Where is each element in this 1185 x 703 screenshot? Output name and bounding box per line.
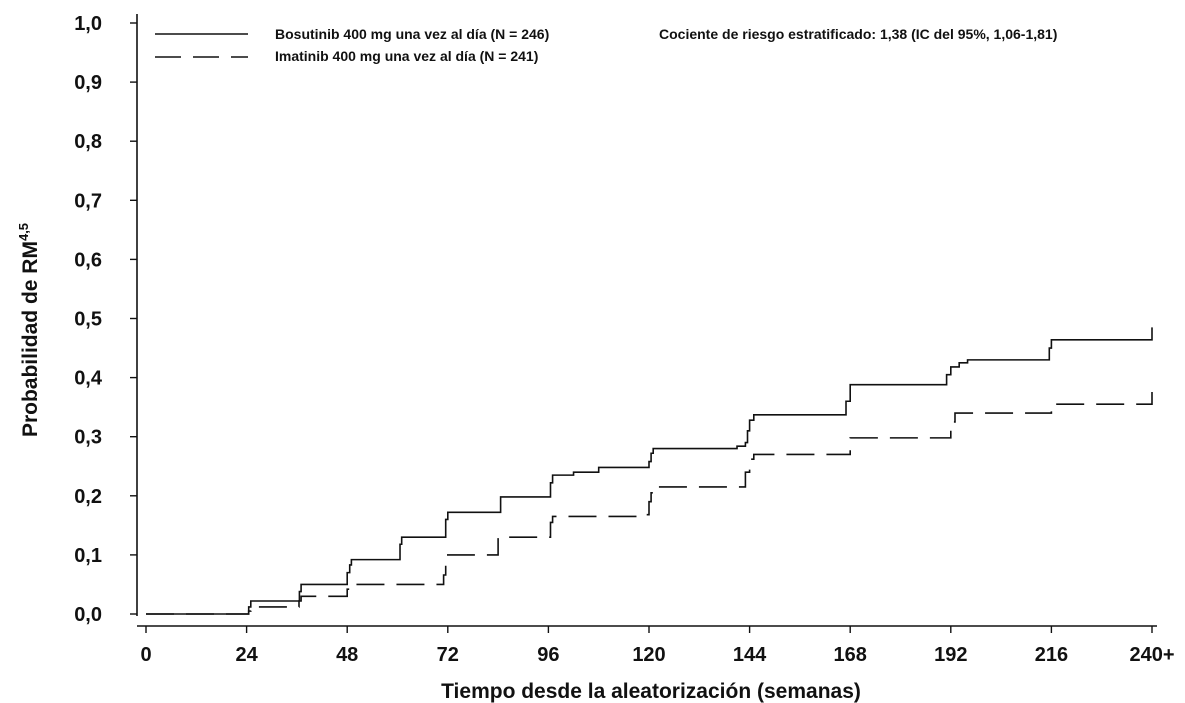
y-tick-label: 0,6 [74, 249, 102, 271]
y-tick-label: 0,1 [74, 545, 102, 567]
y-tick-label: 0,9 [74, 72, 102, 94]
x-axis-title: Tiempo desde la aleatorización (semanas) [441, 680, 861, 703]
y-tick-label: 0,7 [74, 190, 102, 212]
x-tick-label: 216 [1035, 644, 1068, 666]
x-tick-label: 48 [336, 644, 358, 666]
x-tick-label: 168 [834, 644, 867, 666]
x-tick-label: 120 [632, 644, 665, 666]
legend-label-imatinib: Imatinib 400 mg una vez al día (N = 241) [275, 48, 538, 64]
y-tick-label: 0,3 [74, 427, 102, 449]
y-ticks: 0,0 0,1 0,2 0,3 0,4 0,5 0,6 0,7 0,8 0,9 1,0 [74, 13, 137, 626]
hazard-ratio-annotation: Cociente de riesgo estratificado: 1,38 (… [659, 26, 1057, 42]
y-axis-title-superscript: 4,5 [16, 223, 31, 241]
axes [136, 14, 1157, 627]
y-tick-label: 0,8 [74, 131, 102, 153]
y-tick-label: 0,5 [74, 309, 102, 331]
x-tick-label: 72 [437, 644, 459, 666]
y-tick-label: 1,0 [74, 13, 102, 35]
x-tick-label: 144 [733, 644, 767, 666]
legend: Bosutinib 400 mg una vez al día (N = 246… [155, 26, 549, 64]
y-tick-label: 0,4 [74, 368, 103, 390]
x-tick-label: 240+ [1129, 644, 1174, 666]
series-line-imatinib [146, 386, 1153, 615]
y-axis-title: Probabilidad de RM4,5 [16, 223, 42, 437]
x-tick-label: 24 [235, 644, 258, 666]
x-ticks: 0 24 48 72 96 120 144 168 192 216 240+ [140, 626, 1175, 666]
x-tick-label: 0 [140, 644, 151, 666]
y-tick-label: 0,2 [74, 486, 102, 508]
series-layer [146, 327, 1153, 615]
y-tick-label: 0,0 [74, 604, 102, 626]
x-tick-label: 192 [934, 644, 967, 666]
series-line-bosutinib [146, 327, 1153, 615]
legend-label-bosutinib: Bosutinib 400 mg una vez al día (N = 246… [275, 26, 549, 42]
x-tick-label: 96 [537, 644, 559, 666]
